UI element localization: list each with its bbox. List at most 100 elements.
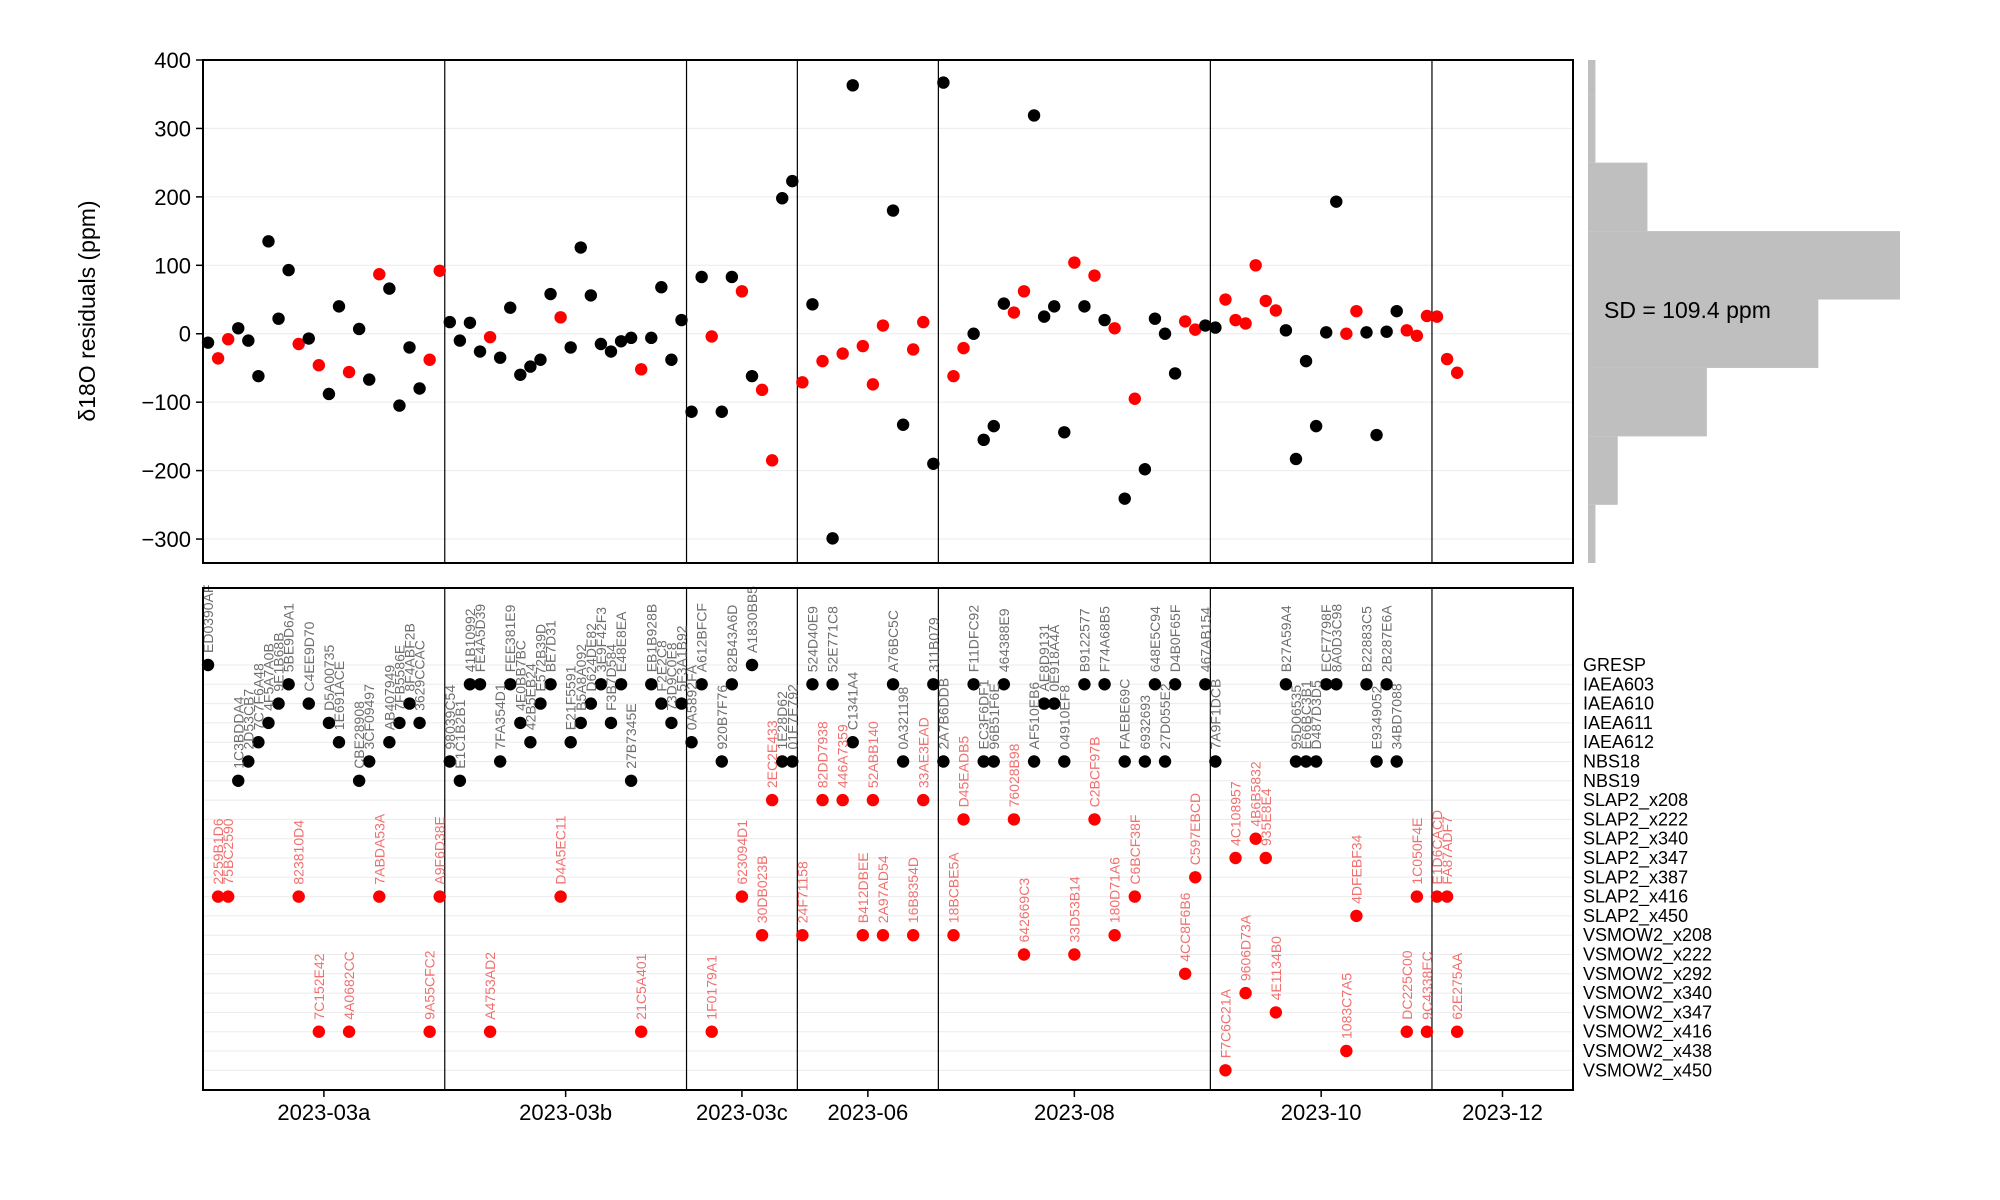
sample-id-label: 52ABB140	[865, 721, 881, 788]
residual-point	[745, 369, 759, 383]
sample-id-label: C4EE9D70	[301, 621, 317, 691]
sample-id-label: 0A321198	[895, 686, 911, 749]
sample-id-label: D4B0F65F	[1167, 605, 1183, 673]
material-point	[645, 678, 658, 691]
residual-point	[403, 341, 416, 354]
sd-annotation: SD = 109.4 ppm	[1604, 297, 1771, 323]
residual-point	[1048, 300, 1061, 313]
sample-id-label: 82B43A6D	[724, 605, 740, 673]
residual-point	[594, 337, 608, 351]
residual-points	[201, 76, 1464, 545]
residual-point	[393, 399, 406, 412]
sample-id-label: 24F71158	[794, 861, 810, 923]
residual-point	[705, 330, 718, 343]
material-point	[332, 736, 346, 749]
material-point	[1420, 1025, 1434, 1038]
material-label: VSMOW2_x222	[1583, 945, 1712, 966]
sample-id-label: CBE28908	[351, 701, 367, 769]
residual-point	[614, 335, 628, 348]
material-point	[1390, 755, 1403, 768]
residual-point	[1037, 310, 1051, 323]
sample-id-label: 0E918A4A	[1046, 624, 1062, 692]
material-point	[322, 716, 336, 730]
material-label: VSMOW2_x208	[1583, 925, 1712, 946]
sample-id-label: 9606D73A	[1238, 914, 1254, 981]
material-point	[221, 890, 235, 903]
residual-point	[1199, 319, 1212, 332]
material-point	[1309, 755, 1323, 768]
sample-id-label: 42B5EB24	[522, 663, 538, 730]
session-label: 2023-03a	[277, 1100, 371, 1125]
residual-point	[554, 311, 567, 324]
sample-id-label: 648E5C94	[1147, 606, 1163, 672]
residual-point	[1319, 326, 1333, 339]
residual-point	[544, 287, 557, 301]
sample-id-label: ECF7798F	[1318, 605, 1334, 673]
material-point	[312, 1025, 326, 1038]
material-point	[876, 929, 890, 942]
material-point	[1330, 678, 1343, 691]
residual-point	[856, 339, 870, 353]
material-point	[1259, 851, 1272, 865]
sample-id-label: 4F5A7A0B	[260, 643, 276, 711]
sample-id-label: A1830BB5	[744, 586, 760, 653]
residual-point	[735, 285, 749, 298]
sample-id-label: 4DFEBF34	[1348, 834, 1364, 903]
sample-id-label: 7FB5586E	[391, 645, 407, 711]
material-point	[1209, 755, 1222, 768]
residual-point	[564, 341, 577, 354]
sample-id-label: 1F0179A1	[704, 955, 720, 1020]
material-point	[1118, 755, 1131, 768]
material-point	[564, 736, 577, 749]
residual-point	[796, 376, 809, 389]
material-point	[1158, 755, 1172, 768]
sample-id-label: A76BC5C	[885, 610, 901, 672]
residual-point	[201, 336, 215, 349]
histogram-bar	[1588, 436, 1618, 505]
material-point	[776, 755, 789, 768]
material-point	[786, 755, 799, 768]
y-axis-ticks: 400 300 200 100 0 −100 −200 −300	[141, 48, 203, 552]
sample-id-label: 3CF09497	[361, 684, 377, 750]
sample-id-label: A4753AD2	[482, 952, 498, 1020]
histogram-bar	[1588, 367, 1707, 437]
sample-id-label: 41B10992	[462, 608, 478, 672]
material-point	[242, 755, 255, 768]
material-point	[896, 755, 910, 768]
material-point	[363, 755, 376, 768]
residual-point	[272, 312, 285, 325]
material-point	[765, 793, 779, 807]
material-point	[846, 736, 859, 749]
sample-id-label: D487D3D5	[1308, 680, 1324, 749]
material-point	[1360, 678, 1373, 691]
sample-id-label: EB1B928B	[643, 604, 659, 673]
material-label: SLAP2_x222	[1583, 809, 1688, 830]
residual-point	[1380, 325, 1393, 338]
residual-point	[655, 281, 668, 294]
material-point	[1370, 755, 1383, 768]
residual-point	[443, 315, 457, 329]
sample-id-label: 76028B98	[1006, 743, 1022, 807]
material-point	[423, 1025, 436, 1038]
material-point	[262, 716, 275, 730]
sample-id-label: 935E8E4	[1258, 788, 1274, 846]
material-label: GRESP	[1583, 655, 1646, 675]
residual-point	[665, 353, 678, 366]
residual-point	[1189, 323, 1202, 336]
material-point	[504, 678, 517, 691]
sample-id-label: 33AE3EAD	[915, 717, 931, 788]
material-point	[584, 697, 598, 710]
sample-id-label: 1C3BDDA4	[230, 696, 246, 769]
sample-id-label: 4A0682CC	[341, 951, 357, 1020]
material-point	[957, 813, 970, 826]
material-point	[493, 755, 507, 768]
material-point	[1058, 755, 1071, 768]
residual-point	[232, 322, 245, 335]
material-label: IAEA612	[1583, 732, 1654, 752]
material-point	[1410, 890, 1424, 903]
material-label: VSMOW2_x347	[1583, 1002, 1712, 1023]
material-label: SLAP2_x347	[1583, 848, 1688, 869]
sample-id-label: 8F4ABF2B	[402, 623, 418, 691]
residual-point	[342, 365, 356, 379]
sample-id-label: 27D055E2	[1157, 683, 1173, 749]
